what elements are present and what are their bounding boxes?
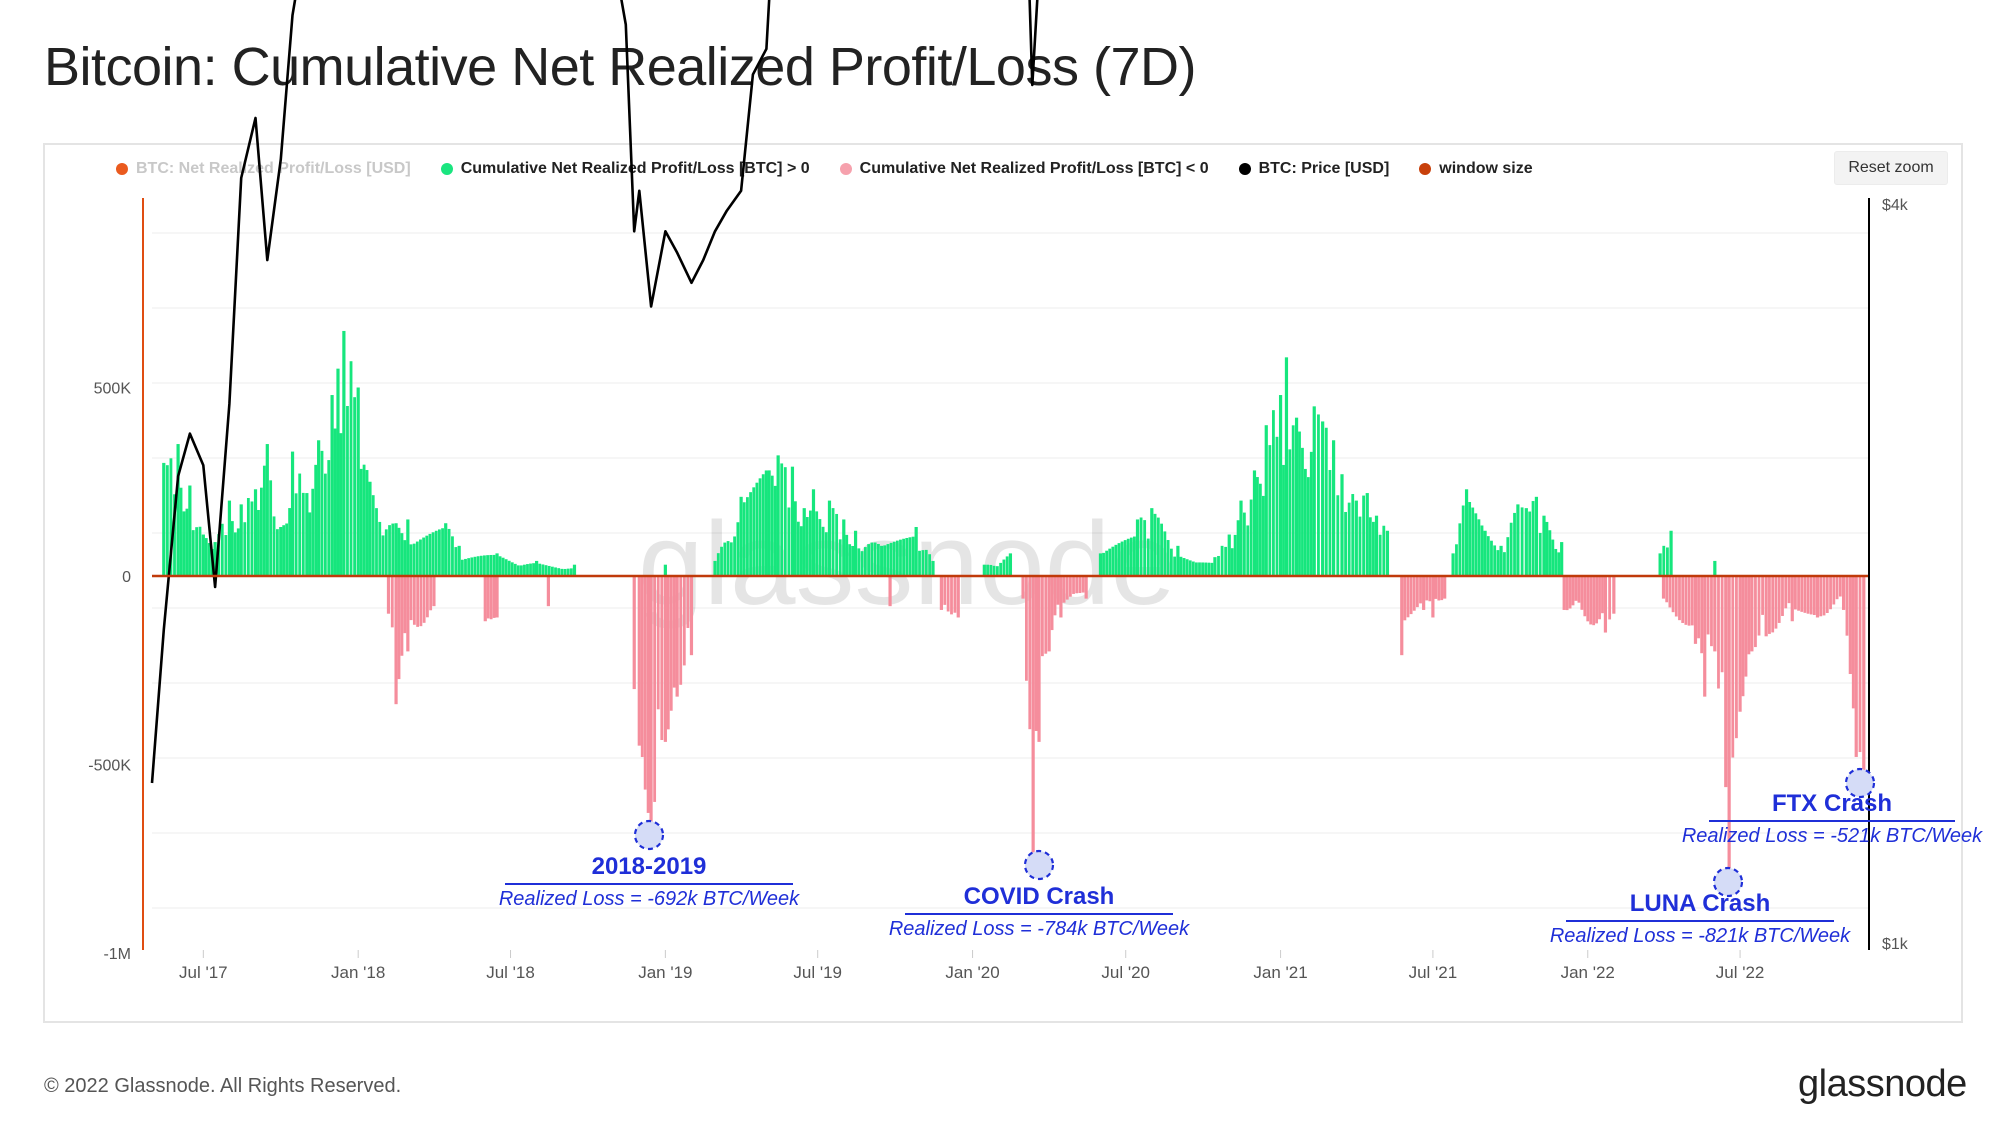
legend-dot bbox=[839, 163, 852, 175]
legend-label: window size bbox=[1439, 160, 1533, 177]
reset-zoom-button[interactable]: Reset zoom bbox=[1834, 151, 1948, 185]
chart-frame bbox=[43, 143, 1963, 1023]
legend-label: BTC: Net Realized Profit/Loss [USD] bbox=[136, 160, 411, 177]
legend-dot bbox=[1419, 163, 1432, 175]
legend-label: Cumulative Net Realized Profit/Loss [BTC… bbox=[460, 160, 810, 177]
legend-item-btc-price[interactable]: BTC: Price [USD] bbox=[1238, 160, 1390, 178]
legend-label: Cumulative Net Realized Profit/Loss [BTC… bbox=[859, 160, 1209, 177]
legend-dot bbox=[116, 163, 128, 175]
page-title: Bitcoin: Cumulative Net Realized Profit/… bbox=[44, 37, 1196, 97]
legend-item-net-realized-usd[interactable]: BTC: Net Realized Profit/Loss [USD] bbox=[116, 160, 411, 178]
legend-item-cumulative-negative[interactable]: Cumulative Net Realized Profit/Loss [BTC… bbox=[839, 160, 1209, 178]
copyright-text: © 2022 Glassnode. All Rights Reserved. bbox=[44, 1075, 402, 1097]
legend-dot bbox=[1238, 163, 1251, 175]
glassnode-logo: glassnode bbox=[1798, 1063, 1967, 1105]
legend-item-cumulative-positive[interactable]: Cumulative Net Realized Profit/Loss [BTC… bbox=[440, 160, 810, 178]
legend-item-window-size[interactable]: window size bbox=[1419, 160, 1533, 178]
legend-label: BTC: Price [USD] bbox=[1258, 160, 1390, 177]
chart-legend: BTC: Net Realized Profit/Loss [USD] Cumu… bbox=[116, 160, 1533, 178]
legend-dot bbox=[440, 163, 453, 175]
